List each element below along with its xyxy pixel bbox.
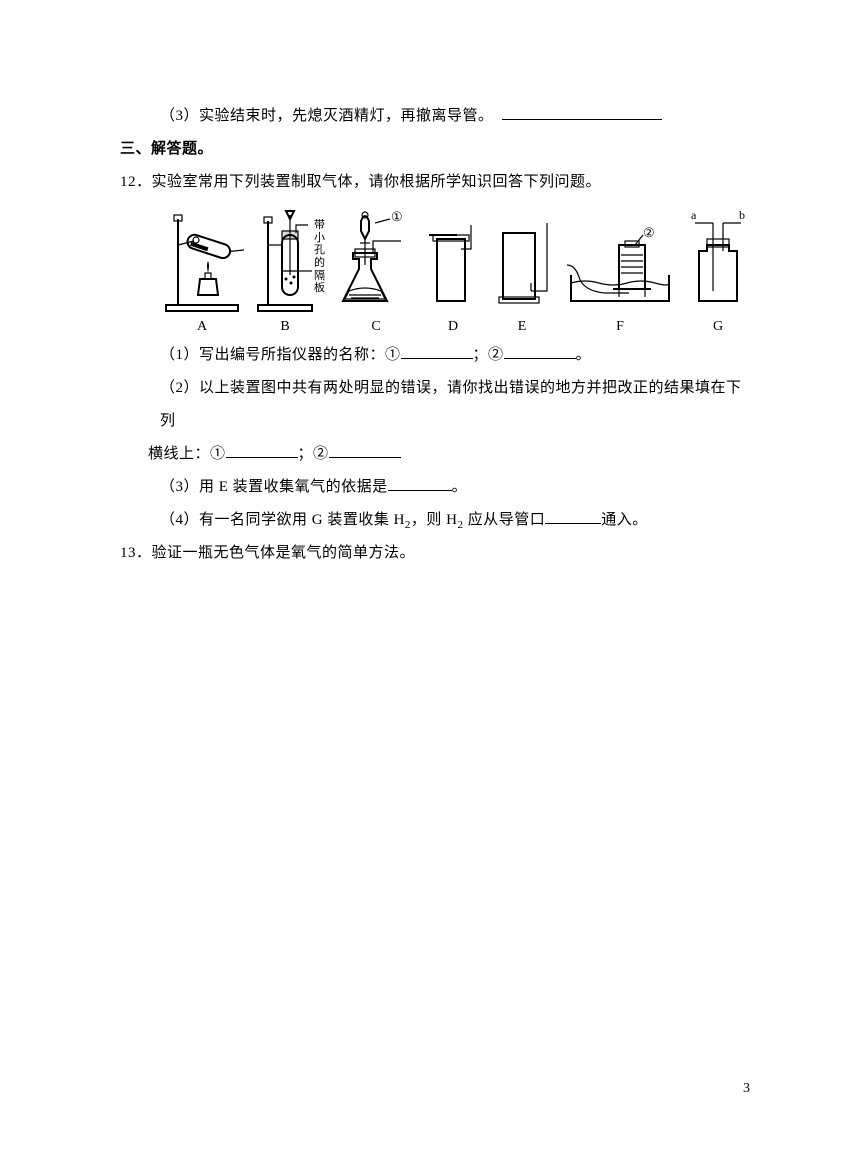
q12-p3-blank[interactable] <box>388 476 452 491</box>
apparatus-G-label: G <box>713 319 723 335</box>
apparatus-F: ② F <box>565 205 675 335</box>
q12-part2-a: （2）以上装置图中共有两处明显的错误，请你找出错误的地方并把改正的结果填在下列 <box>120 372 750 438</box>
apparatus-D: D <box>427 205 479 335</box>
q12-p2-blank2[interactable] <box>329 443 401 458</box>
q13: 13．验证一瓶无色气体是氧气的简单方法。 <box>120 537 750 570</box>
page-number: 3 <box>743 1081 750 1097</box>
q12-p4-c: 应从导管口 <box>464 512 546 528</box>
q12-part4: （4）有一名同学欲用 G 装置收集 H2，则 H2 应从导管口通入。 <box>120 504 750 537</box>
apparatus-A-label: A <box>197 319 207 335</box>
content-area: （3）实验结束时，先熄灭酒精灯，再撤离导管。 三、解答题。 12．实验室常用下列… <box>0 0 860 570</box>
apparatus-C-svg: ① <box>335 205 417 315</box>
apparatus-E-svg <box>489 205 555 315</box>
apparatus-G: a b G <box>685 205 751 335</box>
apparatus-A: A <box>160 205 244 335</box>
section-3-title: 三、解答题。 <box>120 133 750 166</box>
q12-p1-blank1[interactable] <box>401 344 473 359</box>
q12-p4-b: ，则 H <box>411 512 458 528</box>
q12-p1-blank2[interactable] <box>504 344 576 359</box>
q12-p1-mid: ；② <box>473 347 504 363</box>
apparatus-B-svg <box>254 205 316 315</box>
q12-p3-end: 。 <box>452 479 468 495</box>
q11-part3-text: （3）实验结束时，先熄灭酒精灯，再撤离导管。 <box>160 108 494 124</box>
q12-p4-a: （4）有一名同学欲用 G 装置收集 H <box>160 512 405 528</box>
q12-stem: 12．实验室常用下列装置制取气体，请你根据所学知识回答下列问题。 <box>120 166 750 199</box>
g-label-b: b <box>739 208 745 222</box>
q11-part3-blank[interactable] <box>502 105 662 120</box>
q12-number: 12． <box>120 174 152 190</box>
q12-p2-b-pre: 横线上：① <box>148 446 226 462</box>
q12-p4-end: 通入。 <box>601 512 648 528</box>
apparatus-figure-row: A <box>120 199 750 339</box>
q11-part3: （3）实验结束时，先熄灭酒精灯，再撤离导管。 <box>120 100 750 133</box>
apparatus-D-svg <box>427 205 479 315</box>
q12-part1: （1）写出编号所指仪器的名称：① ；② 。 <box>120 339 750 372</box>
g-label-a: a <box>691 208 697 222</box>
q12-part2-b: 横线上：① ；② <box>120 438 750 471</box>
b-side-1: 带小 <box>314 219 325 244</box>
q12-part3: （3）用 E 装置收集氧气的依据是 。 <box>120 471 750 504</box>
b-side-3: 隔板 <box>314 270 325 295</box>
circled-1-callout: ① <box>391 209 403 224</box>
apparatus-D-label: D <box>448 319 458 335</box>
b-side-2: 孔的 <box>314 244 325 269</box>
q12-stem-text: 实验室常用下列装置制取气体，请你根据所学知识回答下列问题。 <box>152 174 602 190</box>
q12-p2-blank1[interactable] <box>226 443 298 458</box>
apparatus-B-side-text: 带小 孔的 隔板 <box>314 219 325 295</box>
apparatus-B: B 带小 孔的 隔板 <box>254 205 325 335</box>
q12-p1-end: 。 <box>576 347 592 363</box>
q13-number: 13． <box>120 545 152 561</box>
apparatus-C: ① C <box>335 205 417 335</box>
apparatus-F-label: F <box>616 319 624 335</box>
apparatus-E: E <box>489 205 555 335</box>
apparatus-F-svg: ② <box>565 205 675 315</box>
apparatus-A-svg <box>160 205 244 315</box>
apparatus-B-label: B <box>280 319 289 335</box>
apparatus-G-svg: a b <box>685 205 751 315</box>
apparatus-E-label: E <box>518 319 527 335</box>
q12-p3-pre: （3）用 E 装置收集氧气的依据是 <box>160 479 388 495</box>
q12-p1-pre: （1）写出编号所指仪器的名称：① <box>160 347 401 363</box>
q12-p2-b-mid: ；② <box>298 446 329 462</box>
circled-2-callout: ② <box>643 225 655 240</box>
q12-p2-a: （2）以上装置图中共有两处明显的错误，请你找出错误的地方并把改正的结果填在下列 <box>160 380 742 429</box>
q12-p4-blank[interactable] <box>545 509 601 524</box>
q13-text: 验证一瓶无色气体是氧气的简单方法。 <box>152 545 416 561</box>
page: （3）实验结束时，先熄灭酒精灯，再撤离导管。 三、解答题。 12．实验室常用下列… <box>0 0 860 1167</box>
apparatus-C-label: C <box>371 319 380 335</box>
